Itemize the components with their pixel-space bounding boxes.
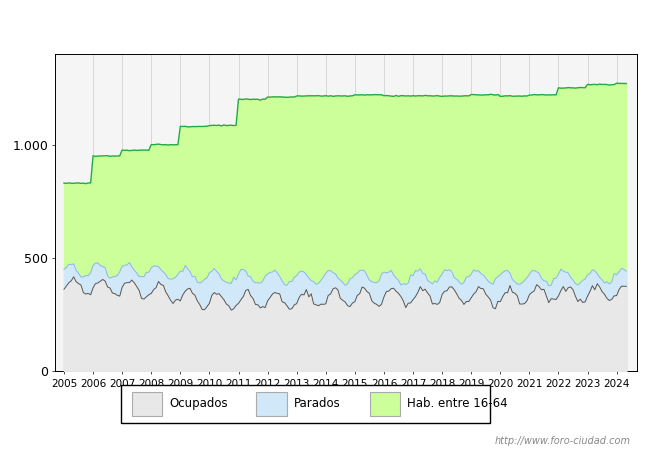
Text: Argoños - Evolucion de la poblacion en edad de Trabajar Mayo de 2024: Argoños - Evolucion de la poblacion en e… [88,17,562,30]
Bar [257,392,287,416]
Text: Parados: Parados [294,397,341,410]
Bar [370,392,400,416]
Text: Ocupados: Ocupados [170,397,228,410]
Text: Hab. entre 16-64: Hab. entre 16-64 [408,397,508,410]
Bar [132,392,162,416]
Text: http://www.foro-ciudad.com: http://www.foro-ciudad.com [495,436,630,446]
FancyBboxPatch shape [121,385,490,423]
